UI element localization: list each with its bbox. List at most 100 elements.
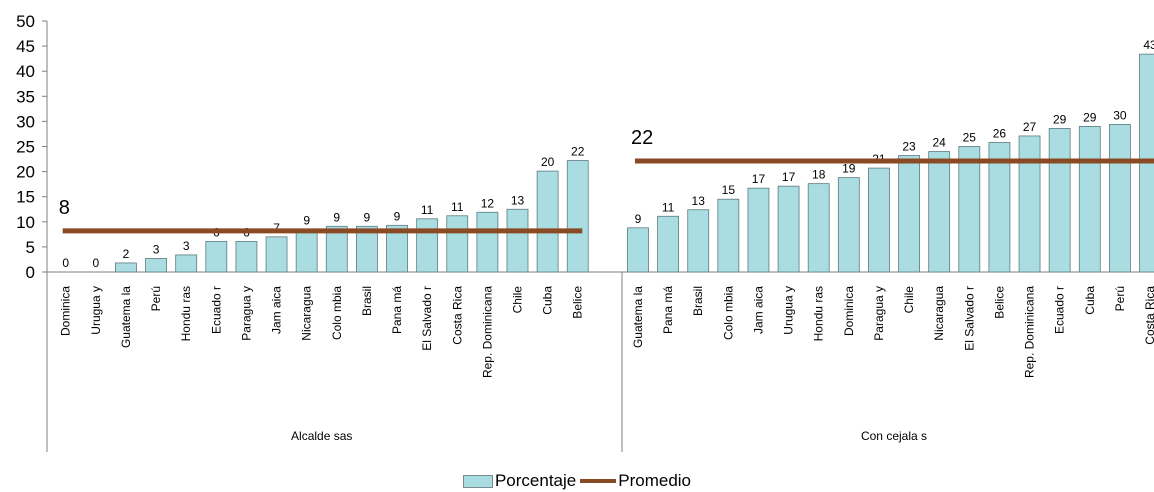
category-label: Jam aica — [751, 286, 765, 334]
data-label: 9 — [364, 210, 371, 224]
data-label: 9 — [394, 209, 401, 223]
category-label: Belice — [992, 286, 1006, 319]
bar — [175, 254, 198, 273]
data-label: 26 — [993, 126, 1007, 140]
legend-swatch-promedio — [580, 479, 617, 483]
bar — [807, 183, 830, 273]
bar — [958, 146, 981, 273]
legend-label-porcentaje: Porcentaje — [494, 471, 577, 490]
bar — [747, 187, 770, 273]
data-label: 12 — [481, 196, 495, 210]
category-label: Brasil — [360, 286, 374, 316]
data-label: 30 — [1113, 108, 1127, 122]
category-label: Hondu ras — [812, 286, 826, 341]
category-label: Cuba — [1083, 286, 1097, 315]
data-label: 18 — [812, 168, 826, 182]
data-label: 17 — [782, 170, 796, 184]
y-tick-label: 15 — [16, 188, 35, 207]
category-label: Belice — [571, 286, 585, 319]
bar — [536, 170, 559, 273]
category-label: El Salvado r — [420, 286, 434, 351]
category-label: Brasil — [691, 286, 705, 316]
average-label: 8 — [59, 197, 70, 219]
y-tick-label: 5 — [26, 238, 35, 257]
data-label: 29 — [1083, 110, 1097, 124]
bar — [416, 218, 439, 273]
bar — [476, 211, 499, 273]
data-label: 13 — [692, 194, 706, 208]
category-label: Chile — [511, 286, 525, 314]
bar — [928, 151, 951, 273]
data-label: 2 — [123, 247, 130, 261]
category-label: Guatema la — [119, 286, 133, 348]
category-label: Dominica — [842, 286, 856, 336]
category-label: Costa Rica — [450, 286, 464, 345]
bar — [295, 228, 318, 273]
data-label: 20 — [541, 155, 555, 169]
category-label: Nicaragua — [932, 286, 946, 341]
data-label: 11 — [421, 203, 434, 217]
bar — [386, 224, 408, 273]
category-label: Perú — [149, 286, 163, 311]
category-label: Rep. Dominicana — [480, 286, 494, 378]
bar-chart: 0 5 10 15 20 25 30 35 40 45 50 0 Dominica 0 Urugua y 2 G… — [16, 12, 1154, 452]
y-tick-label: 30 — [16, 112, 35, 131]
category-label: Cuba — [541, 286, 555, 315]
bar — [717, 198, 740, 273]
legend: Porcentaje Promedio — [0, 470, 1154, 492]
legend-swatch-porcentaje — [462, 474, 493, 488]
category-label: Paragua y — [239, 286, 253, 341]
category-label: Pana má — [390, 286, 404, 334]
category-label: Pana má — [661, 286, 675, 334]
bar — [1078, 126, 1101, 273]
data-label: 11 — [451, 200, 464, 214]
bar — [687, 209, 710, 273]
category-label: Rep. Dominicana — [1023, 286, 1037, 378]
y-tick-label: 25 — [16, 138, 35, 157]
legend-label-promedio: Promedio — [618, 471, 692, 490]
category-label: Ecuado r — [209, 286, 223, 334]
data-label: 24 — [933, 136, 947, 150]
bar — [355, 225, 378, 273]
data-label: 7 — [273, 221, 280, 235]
data-label: 0 — [92, 256, 99, 270]
category-label: Urugua y — [89, 286, 103, 335]
bar — [868, 167, 890, 273]
bar — [566, 160, 589, 273]
bar — [115, 262, 137, 273]
category-label: Costa Rica — [1143, 286, 1154, 345]
category-label: Chile — [902, 286, 916, 314]
category-label: Perú — [1113, 286, 1127, 311]
bar — [627, 227, 649, 273]
data-label: 15 — [722, 183, 736, 197]
bar — [988, 142, 1011, 273]
bar — [265, 236, 288, 273]
data-label: 19 — [842, 162, 856, 176]
category-label: Nicaragua — [300, 286, 314, 341]
category-label: Colo mbia — [721, 286, 735, 340]
data-label: 9 — [333, 210, 340, 224]
bar — [1018, 135, 1041, 273]
data-label: 13 — [511, 193, 525, 207]
category-label: Hondu ras — [179, 286, 193, 341]
category-label: Guatema la — [631, 286, 645, 348]
group-label: Con cejala s — [861, 429, 927, 443]
bar — [777, 185, 800, 273]
data-label: 9 — [303, 213, 310, 227]
y-tick-label: 50 — [16, 12, 35, 31]
group-label: Alcalde sas — [291, 429, 352, 443]
bar — [506, 208, 529, 273]
y-tick-label: 0 — [26, 263, 35, 282]
data-label: 25 — [963, 131, 977, 145]
category-label: Colo mbia — [330, 286, 344, 340]
bar — [145, 258, 167, 273]
bar — [898, 155, 920, 273]
category-label: Ecuado r — [1053, 286, 1067, 334]
data-label: 9 — [635, 212, 642, 226]
y-tick-label: 20 — [16, 163, 35, 182]
data-label: 22 — [571, 145, 585, 159]
y-tick-label: 40 — [16, 62, 35, 81]
bar — [446, 215, 469, 273]
category-label: Dominica — [59, 286, 73, 336]
data-label: 23 — [902, 140, 916, 154]
